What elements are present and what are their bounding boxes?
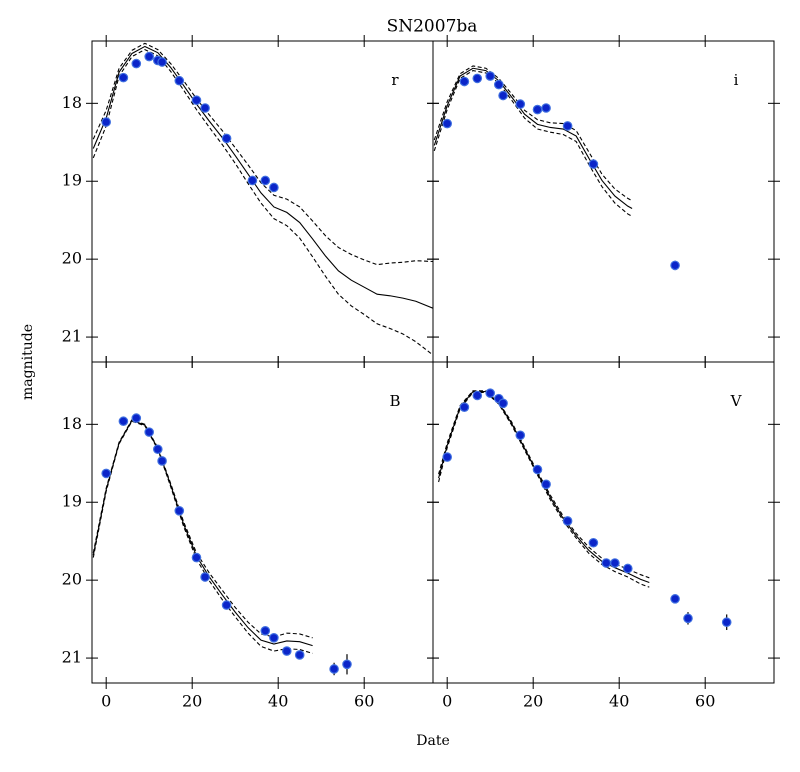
data-point	[532, 104, 543, 115]
data-point	[442, 452, 452, 462]
data-point	[459, 402, 470, 412]
data-point	[174, 506, 185, 516]
panel-label: B	[389, 392, 400, 410]
x-tick-label: 0	[442, 692, 452, 711]
data-point	[174, 75, 185, 86]
model-bound	[92, 420, 313, 654]
panel-frame	[432, 361, 775, 684]
data-point	[200, 103, 210, 113]
panel: i	[427, 35, 780, 368]
data-point	[541, 479, 551, 490]
model-line	[433, 67, 633, 209]
data-point	[670, 594, 680, 604]
y-tick-label: 19	[62, 492, 82, 511]
data-point	[131, 58, 142, 69]
x-tick-label: 0	[101, 692, 111, 711]
data-point	[622, 563, 633, 574]
chart-title: SN2007ba	[387, 17, 478, 37]
data-point	[485, 388, 495, 398]
data-point	[269, 182, 279, 193]
panel-label: r	[391, 71, 399, 89]
panel: 0 20 40 60 V	[427, 356, 780, 711]
data-point	[459, 76, 470, 87]
data-point	[670, 260, 680, 271]
data-point	[294, 650, 305, 660]
data-point	[191, 95, 202, 106]
y-axis-label: magnitude	[20, 324, 36, 400]
y-tick-label: 21	[62, 648, 82, 667]
y-tick-label: 20	[62, 570, 82, 589]
model-line	[92, 45, 433, 309]
data-point	[221, 133, 232, 144]
data-point	[269, 633, 279, 643]
data-point	[610, 558, 620, 568]
x-tick-label: 20	[523, 692, 543, 711]
data-point	[683, 613, 693, 624]
x-tick-label: 60	[695, 692, 715, 711]
model-bound	[92, 42, 433, 266]
model-group	[433, 65, 633, 217]
data-point	[131, 413, 142, 423]
model-bound	[433, 65, 633, 202]
data-point	[515, 99, 526, 109]
panel: 0 20 40 60 18 19 20 21 B	[62, 356, 439, 711]
y-tick-label: 18	[62, 93, 82, 112]
model-bound	[92, 48, 433, 356]
data-point	[101, 117, 111, 127]
model-bound	[433, 70, 633, 217]
y-tick-label: 20	[62, 249, 82, 268]
x-tick-label: 60	[354, 692, 374, 711]
data-point	[515, 430, 526, 441]
data-point	[144, 51, 154, 62]
data-point	[118, 72, 129, 83]
data-point	[221, 600, 232, 610]
data-point	[157, 456, 167, 466]
data-point	[532, 464, 543, 475]
data-point	[472, 390, 483, 401]
data-point	[541, 103, 551, 113]
data-point	[442, 118, 452, 129]
data-point	[562, 121, 573, 131]
data-point	[144, 427, 154, 437]
x-tick-label: 40	[609, 692, 629, 711]
data-point	[260, 175, 271, 186]
y-tick-label: 21	[62, 327, 82, 346]
data-point	[485, 71, 495, 81]
data-point	[260, 625, 271, 636]
data-point	[118, 416, 129, 427]
data-point	[588, 537, 599, 548]
panel-label: V	[730, 392, 743, 410]
data-point	[157, 57, 167, 67]
data-point	[342, 659, 352, 670]
data-point	[562, 516, 573, 526]
panel: 18 19 20 21 r	[62, 35, 439, 368]
data-point	[152, 444, 163, 455]
data-point	[281, 646, 292, 656]
y-tick-label: 19	[62, 171, 82, 190]
data-point	[200, 572, 210, 582]
x-tick-label: 20	[182, 692, 202, 711]
y-tick-label: 18	[62, 414, 82, 433]
x-axis-label: Date	[416, 733, 449, 749]
x-tick-label: 40	[268, 692, 288, 711]
data-point	[329, 664, 339, 674]
data-point	[588, 159, 599, 169]
data-point	[472, 73, 483, 84]
data-point	[721, 617, 732, 628]
data-point	[247, 175, 258, 186]
data-point	[601, 558, 612, 568]
data-point	[498, 90, 508, 101]
data-point	[493, 79, 504, 90]
data-point	[101, 468, 111, 479]
model-group	[92, 42, 433, 356]
data-point	[498, 398, 508, 409]
data-point	[191, 552, 202, 563]
panel-label: i	[734, 71, 739, 89]
